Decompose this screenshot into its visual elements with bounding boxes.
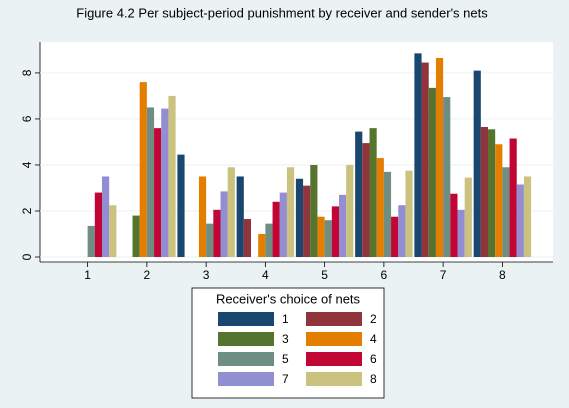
bar [303, 185, 311, 257]
y-tick-label: 0 [20, 253, 34, 260]
x-tick-label: 7 [440, 268, 447, 282]
bar [457, 209, 465, 257]
bar [279, 192, 287, 257]
bar [139, 82, 147, 257]
bar [502, 167, 510, 257]
legend-swatch [306, 372, 362, 386]
bar [206, 223, 214, 257]
legend-label: 8 [370, 372, 377, 386]
bar [154, 128, 162, 257]
legend-swatch [306, 312, 362, 326]
bar [295, 178, 304, 257]
bar [346, 164, 354, 257]
x-tick-label: 4 [262, 268, 269, 282]
bar [94, 192, 102, 257]
legend-title: Receiver's choice of nets [216, 291, 361, 306]
bar [398, 205, 406, 257]
y-tick-label: 6 [20, 115, 34, 122]
legend-swatch [306, 332, 362, 346]
bar [414, 53, 422, 257]
legend-label: 1 [282, 312, 289, 326]
legend-swatch [218, 312, 274, 326]
bar [310, 164, 318, 257]
y-tick-label: 4 [20, 161, 34, 168]
bar [286, 167, 295, 257]
chart-title: Figure 4.2 Per subject-period punishment… [76, 5, 488, 20]
bar [516, 184, 524, 257]
bar [362, 143, 370, 257]
legend-label: 2 [370, 312, 377, 326]
bar [101, 176, 110, 257]
bar [324, 220, 332, 257]
x-tick-label: 3 [203, 268, 210, 282]
bar [87, 225, 95, 257]
bar [428, 87, 436, 257]
legend-label: 3 [282, 332, 289, 346]
x-tick-label: 2 [144, 268, 151, 282]
bar [220, 191, 228, 257]
bar [272, 201, 280, 257]
bar [495, 144, 503, 257]
bar [376, 158, 384, 257]
bar [109, 205, 117, 257]
legend-label: 6 [370, 352, 377, 366]
bar [258, 233, 266, 257]
bar [132, 215, 140, 257]
bar [464, 177, 472, 257]
bar [405, 170, 413, 257]
legend-swatch [306, 352, 362, 366]
x-tick-label: 5 [321, 268, 328, 282]
bar [227, 167, 235, 257]
bar [509, 138, 517, 257]
bar [480, 126, 489, 257]
x-tick-label: 8 [499, 268, 506, 282]
legend-swatch [218, 372, 274, 386]
bar [317, 216, 325, 257]
bar [383, 171, 392, 257]
y-tick-label: 2 [20, 207, 34, 214]
bar [338, 194, 347, 257]
bar [161, 108, 169, 257]
bar [236, 176, 244, 257]
bar [443, 97, 451, 257]
legend-label: 4 [370, 332, 377, 346]
bar [523, 176, 532, 257]
bar [213, 209, 221, 257]
bar [369, 128, 377, 257]
bar [488, 129, 496, 257]
bar [243, 219, 252, 257]
y-tick-label: 8 [20, 69, 34, 76]
legend-swatch [218, 332, 274, 346]
bar [198, 176, 207, 257]
x-tick-label: 6 [381, 268, 388, 282]
bar [168, 95, 176, 257]
x-tick-label: 1 [84, 268, 91, 282]
legend-label: 7 [282, 372, 289, 386]
bar [391, 216, 399, 257]
bar [355, 131, 363, 257]
bar [177, 154, 185, 257]
bar [473, 70, 481, 257]
legend-label: 5 [282, 352, 289, 366]
bar [331, 206, 339, 257]
bar [450, 193, 458, 257]
bar [146, 107, 155, 257]
legend-swatch [218, 352, 274, 366]
bar [265, 223, 273, 257]
bar [421, 62, 429, 257]
bar [435, 57, 444, 258]
